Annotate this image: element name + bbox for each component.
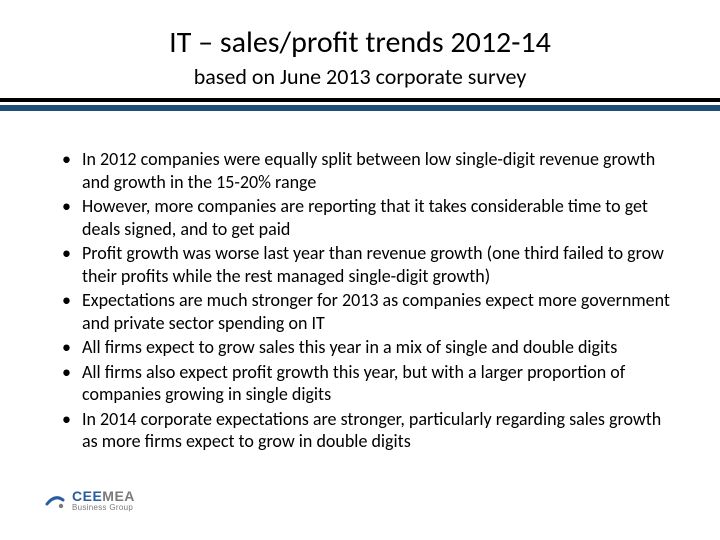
logo-text-blue: CEE <box>72 488 102 504</box>
list-item: All firms expect to grow sales this year… <box>62 336 680 359</box>
logo-sub-text: Business Group <box>72 504 135 512</box>
logo-mark-icon <box>44 490 66 512</box>
divider-bar-bottom <box>0 105 720 111</box>
footer-logo: CEEMEA Business Group <box>44 489 135 512</box>
logo-text-gray: MEA <box>102 488 135 504</box>
title-divider <box>0 98 720 111</box>
divider-bar-top <box>0 98 720 102</box>
list-item: In 2014 corporate expectations are stron… <box>62 408 680 453</box>
list-item: In 2012 companies were equally split bet… <box>62 148 680 193</box>
list-item: All firms also expect profit growth this… <box>62 361 680 406</box>
logo-main-text: CEEMEA <box>72 489 135 503</box>
list-item: Profit growth was worse last year than r… <box>62 242 680 287</box>
logo-text: CEEMEA Business Group <box>72 489 135 512</box>
list-item: Expectations are much stronger for 2013 … <box>62 289 680 334</box>
slide-title: IT – sales/profit trends 2012-14 <box>40 24 680 61</box>
slide-subtitle: based on June 2013 corporate survey <box>40 63 680 90</box>
slide: IT – sales/profit trends 2012-14 based o… <box>0 0 720 540</box>
bullet-list: In 2012 companies were equally split bet… <box>40 148 680 453</box>
list-item: However, more companies are reporting th… <box>62 195 680 240</box>
